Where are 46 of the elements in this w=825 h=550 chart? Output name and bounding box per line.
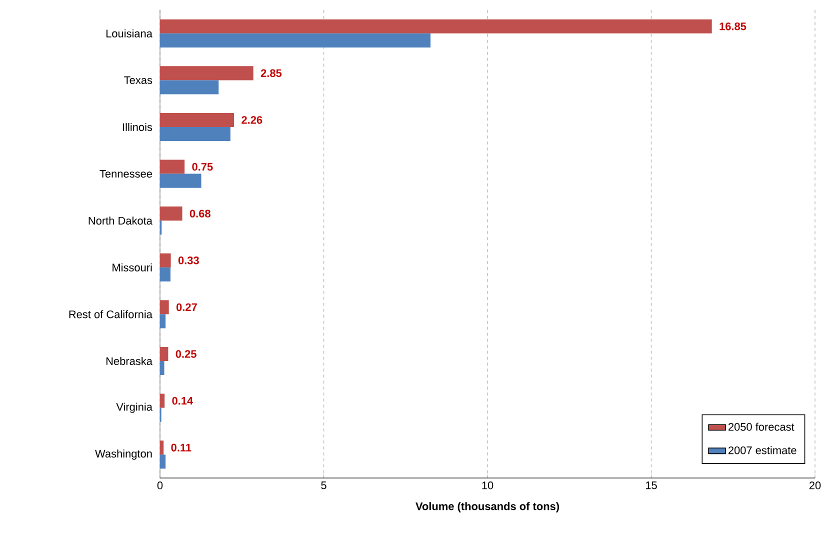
data-label: 2.85: [260, 69, 282, 78]
bar: [160, 66, 254, 80]
bar: [160, 127, 230, 142]
bar: [160, 346, 168, 362]
bar: [160, 80, 219, 94]
y-tick-label: Missouri: [112, 263, 152, 272]
bar: [160, 267, 170, 282]
y-tick-label: Nebraska: [106, 356, 152, 366]
bar: [160, 174, 202, 188]
data-label: 0.25: [176, 350, 196, 358]
bar: [160, 206, 182, 221]
x-axis-title: Volume (thousands of tons): [416, 502, 560, 512]
bar: [160, 300, 169, 314]
y-tick-label: Louisiana: [106, 29, 152, 38]
y-tick-label: Virginia: [116, 402, 152, 413]
legend-label: 2007 estimate: [728, 446, 796, 454]
y-tick-label: North Dakota: [88, 216, 152, 225]
bar: [160, 112, 234, 127]
y-tick-label: Texas: [124, 76, 152, 84]
bar: [160, 253, 171, 268]
bar: [160, 440, 164, 455]
legend-label: 2050 forecast: [728, 422, 794, 431]
data-label: 2.26: [242, 116, 262, 124]
bar: [160, 33, 431, 48]
data-label: 0.75: [192, 162, 213, 171]
bar: [160, 394, 165, 408]
data-label: 0.27: [176, 303, 197, 312]
data-label: 0.33: [178, 256, 199, 264]
y-tick-label: Washington: [95, 450, 152, 460]
data-label: 0.14: [172, 396, 194, 405]
y-tick-label: Illinois: [123, 122, 152, 132]
x-tick-label: 15: [646, 482, 657, 490]
x-tick-label: 5: [321, 482, 326, 490]
y-tick-label: Rest of California: [69, 310, 152, 318]
bar: [160, 454, 166, 469]
y-tick-label: Tennessee: [100, 170, 152, 178]
x-tick-label: 20: [809, 482, 821, 490]
bar: [160, 160, 185, 174]
x-tick-label: 10: [482, 482, 494, 490]
x-tick-label: 0: [157, 482, 163, 490]
bar: [160, 361, 164, 376]
data-label: 16.85: [720, 22, 746, 30]
data-label: 0.68: [190, 210, 210, 218]
bar: [160, 19, 712, 34]
bar: [160, 314, 166, 328]
data-label: 0.11: [171, 444, 192, 452]
